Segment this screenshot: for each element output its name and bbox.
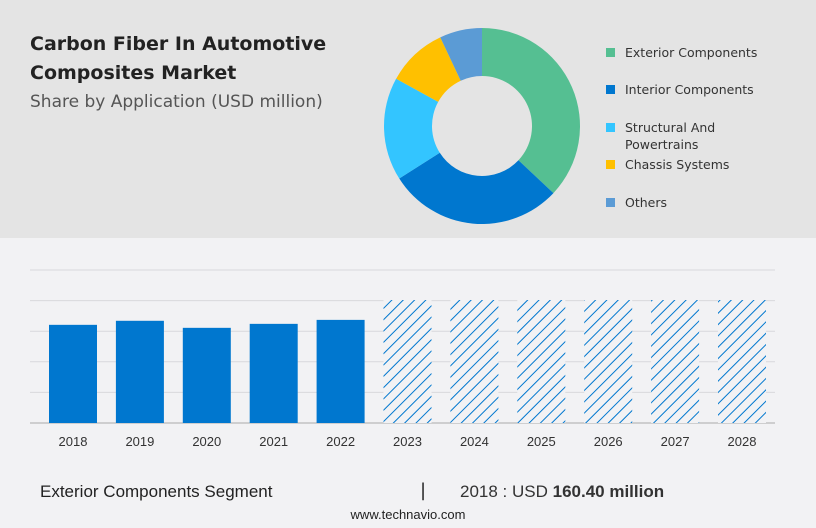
- legend-swatch: [606, 123, 615, 132]
- bar-2027: [651, 300, 700, 423]
- legend-swatch: [606, 48, 615, 57]
- legend-label: Others: [625, 195, 668, 210]
- donut-chart: [384, 28, 580, 225]
- footer-amount: 160.40 million: [552, 482, 665, 501]
- legend-swatch: [606, 160, 615, 169]
- website-link[interactable]: www.technavio.com: [350, 507, 466, 522]
- donut-slice-others: [440, 28, 482, 81]
- bar-2025: [517, 300, 566, 423]
- donut-slice-chassis-systems: [396, 37, 461, 102]
- x-tick-label: 2022: [326, 434, 355, 449]
- donut-slice-exterior-components: [482, 28, 580, 194]
- x-tick-label: 2018: [59, 434, 88, 449]
- bar-chart: 2018 2019 2020 2021 2022 2023 2024 2025 2026 2027…: [30, 269, 775, 449]
- x-tick-label: 2027: [661, 434, 690, 449]
- legend-label: Exterior Components: [625, 45, 758, 60]
- footer-separator: |: [420, 480, 427, 501]
- donut-slice-structural-and-powertrains: [384, 78, 440, 179]
- x-tick-label: 2020: [192, 434, 221, 449]
- footer-year: 2018 : USD: [460, 482, 548, 501]
- bar-2018: [49, 324, 97, 423]
- x-tick-label: 2024: [460, 434, 489, 449]
- x-tick-label: 2025: [527, 434, 556, 449]
- legend-swatch: [606, 198, 615, 207]
- legend-label: Interior Components: [625, 82, 754, 97]
- donut-slice-interior-components: [399, 152, 554, 225]
- x-tick-label: 2026: [594, 434, 623, 449]
- bar-2026: [584, 300, 633, 423]
- legend-swatch: [606, 85, 615, 94]
- x-tick-label: 2019: [125, 434, 154, 449]
- legend-label: Structural And Powertrains: [625, 120, 716, 152]
- bar-2021: [249, 323, 298, 423]
- bar-2024: [450, 300, 499, 423]
- chart-title: Carbon Fiber In Automotive Composites Ma…: [30, 33, 327, 84]
- x-tick-label: 2028: [728, 434, 757, 449]
- bar-2019: [115, 320, 164, 423]
- footer-segment: Exterior Components Segment: [40, 482, 273, 501]
- bar-2028: [718, 300, 766, 423]
- legend-label: Chassis Systems: [625, 157, 730, 172]
- footer-value: 2018 : USD 160.40 million: [460, 482, 664, 502]
- bar-2023: [383, 300, 432, 423]
- x-tick-label: 2021: [259, 434, 288, 449]
- x-tick-label: 2023: [393, 434, 422, 449]
- chart-subtitle: Share by Application (USD million): [30, 92, 323, 112]
- bar-2022: [316, 319, 365, 423]
- bar-2020: [182, 327, 231, 423]
